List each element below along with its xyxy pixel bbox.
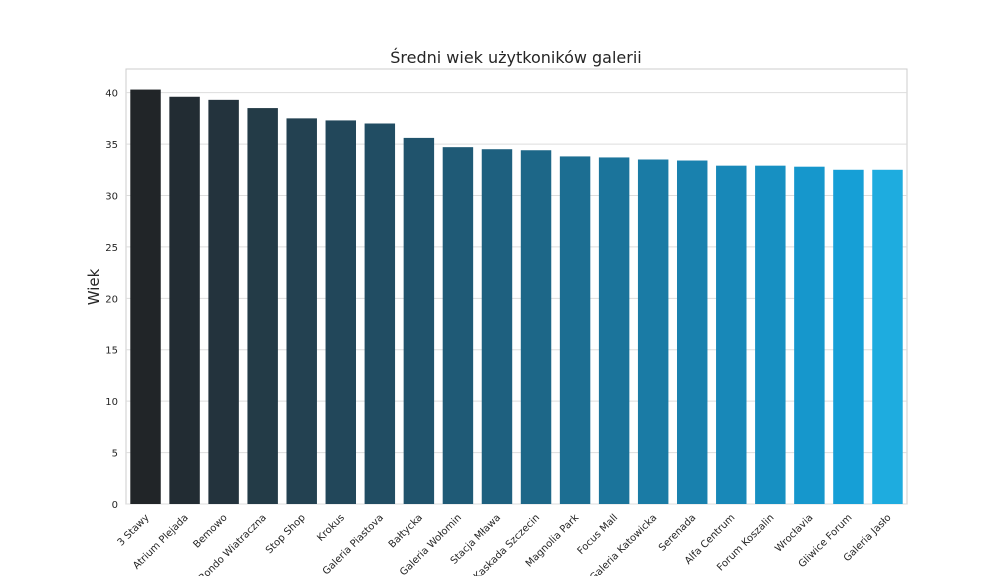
bar (286, 118, 317, 505)
x-tick-label: Galeria Katowicka (588, 512, 659, 576)
bar (481, 149, 513, 504)
bar (364, 123, 396, 505)
plot-area (125, 68, 908, 505)
y-tick-label: 25 (105, 243, 118, 254)
x-tick-label: Serenada (657, 512, 698, 553)
bar (130, 89, 161, 504)
chart-title: Średni wiek użytkoników galerii (390, 48, 642, 67)
y-axis-label: Wiek (85, 268, 103, 305)
bar (403, 137, 435, 505)
bar (208, 99, 239, 504)
bar (755, 165, 786, 504)
bar (598, 157, 630, 505)
bars (130, 89, 903, 505)
bar (247, 108, 278, 505)
y-tick-label: 30 (105, 191, 118, 202)
bar (442, 147, 474, 505)
y-tick-label: 20 (105, 294, 118, 305)
x-tick-label: Krokus (315, 512, 347, 544)
bar (637, 159, 669, 504)
x-tick-label: Wrocłavia (773, 512, 815, 554)
x-tick-label: Stop Shop (264, 512, 308, 556)
y-tick-label: 5 (112, 449, 118, 460)
y-tick-labels: 0 5 10 15 20 25 30 35 40 (105, 89, 118, 511)
bar (794, 166, 825, 504)
x-tick-label: Bemowo (191, 512, 229, 550)
x-tick-label: 3 Stawy (116, 512, 152, 548)
x-tick-label: Rondo Wiatraczna (197, 512, 269, 576)
bar (169, 96, 200, 504)
bar (520, 150, 552, 504)
x-tick-label: Bałtycka (387, 512, 425, 550)
y-tick-label: 10 (105, 397, 118, 408)
y-tick-label: 40 (105, 89, 118, 100)
y-tick-label: 15 (105, 346, 118, 357)
bar (559, 156, 591, 504)
y-tick-label: 0 (112, 500, 118, 511)
bar (716, 165, 747, 504)
bar (676, 160, 708, 504)
bar (872, 169, 903, 504)
bar (325, 120, 357, 504)
bar (833, 169, 864, 504)
y-tick-label: 35 (105, 140, 118, 151)
